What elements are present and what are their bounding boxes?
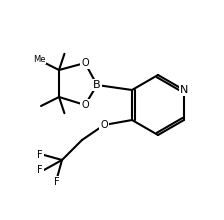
Text: F: F — [37, 165, 43, 175]
Text: Me: Me — [33, 55, 45, 64]
Text: O: O — [81, 100, 89, 110]
Text: B: B — [93, 80, 101, 90]
Text: O: O — [81, 58, 89, 68]
Text: F: F — [37, 150, 43, 160]
Text: F: F — [54, 177, 60, 187]
Text: N: N — [180, 85, 188, 95]
Text: O: O — [100, 120, 108, 130]
